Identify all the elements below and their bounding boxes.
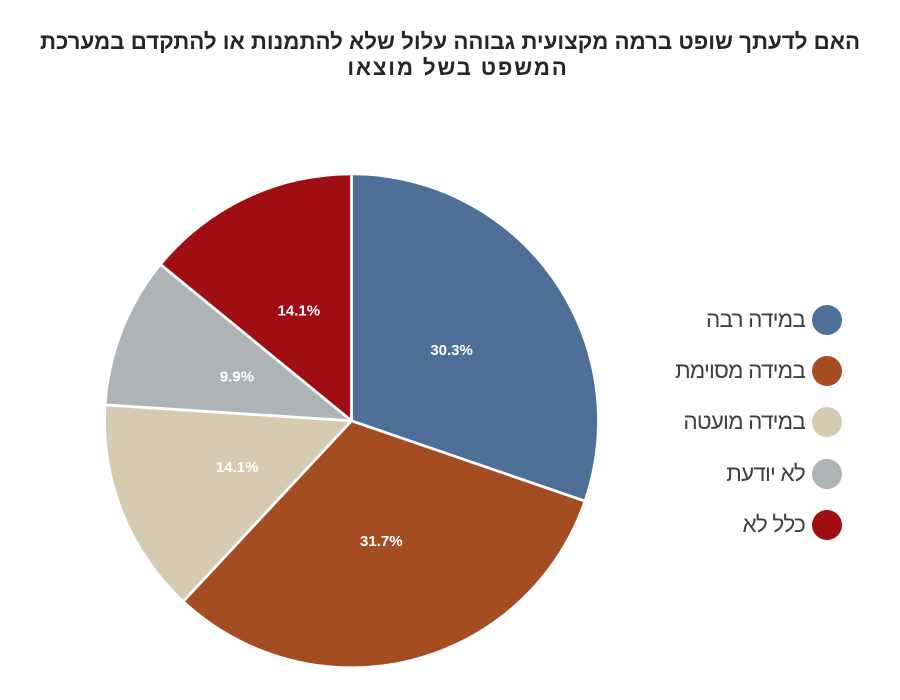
svg-text:14.1%: 14.1%	[278, 302, 321, 319]
svg-text:31.7%: 31.7%	[360, 533, 403, 550]
svg-text:30.3%: 30.3%	[430, 342, 473, 359]
svg-text:9.9%: 9.9%	[220, 368, 254, 385]
svg-text:14.1%: 14.1%	[216, 459, 259, 476]
